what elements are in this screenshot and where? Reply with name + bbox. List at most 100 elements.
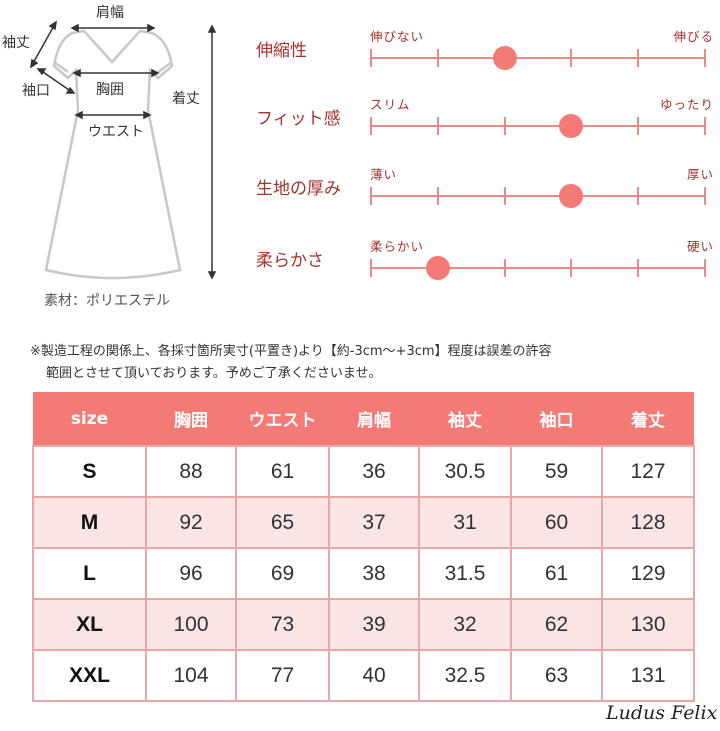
measurement-cell: 65 (235, 496, 330, 549)
measurement-cell: 77 (235, 649, 330, 702)
table-row: L 96 69 38 31.5 61 129 (32, 547, 695, 600)
scale-tick (704, 259, 706, 277)
table-row: XL 100 73 39 32 62 130 (32, 598, 695, 651)
scale-name: 柔らかさ (256, 251, 324, 271)
sleeve-length-label: 袖丈 (2, 35, 30, 51)
header-sleeve-length: 袖丈 (419, 392, 511, 446)
scale-right-label: 伸びる (673, 29, 714, 44)
measurement-cell: 31 (418, 496, 512, 549)
scale-name: 生地の厚み (256, 179, 341, 199)
scale-line (370, 46, 706, 70)
waist-label: ウエスト (88, 124, 144, 140)
measurement-cell: 104 (145, 649, 237, 702)
scale-tick (704, 187, 706, 205)
scale-tick (436, 187, 439, 205)
size-cell: L (32, 547, 147, 600)
size-cell: S (32, 445, 147, 498)
tolerance-note-line1: ※製造工程の関係上、各採寸箇所実寸(平置き)より【約-3cm～+3cm】程度は誤… (30, 344, 552, 359)
measurement-cell: 130 (601, 598, 695, 651)
measurement-cell: 73 (235, 598, 330, 651)
measurement-cell: 88 (145, 445, 237, 498)
measurement-cell: 40 (328, 649, 420, 702)
scale-tick (503, 187, 506, 205)
measurement-cell: 127 (601, 445, 695, 498)
scale-indicator-dot (425, 256, 450, 280)
measurement-cell: 61 (235, 445, 330, 498)
scale-tick (436, 49, 439, 67)
scale-name: 伸縮性 (256, 41, 307, 61)
measurement-cell: 63 (510, 649, 603, 702)
header-size: size (33, 392, 146, 446)
header-cuff: 袖口 (511, 392, 602, 446)
scale-name: フィット感 (256, 109, 341, 129)
measurement-cell: 30.5 (418, 445, 512, 498)
header-length: 着丈 (602, 392, 694, 446)
measurement-cell: 61 (510, 547, 603, 600)
dress-diagram (30, 20, 217, 280)
scale-right-label: 硬い (686, 239, 714, 254)
scale-tick (370, 117, 372, 135)
shoulder-label: 肩幅 (96, 5, 124, 21)
header-shoulder: 肩幅 (329, 392, 419, 446)
size-cell: M (32, 496, 147, 549)
measurement-cell: 129 (601, 547, 695, 600)
cuff-label: 袖口 (22, 83, 50, 99)
measurement-cell: 38 (328, 547, 420, 600)
scale-tick (704, 49, 706, 67)
scale-tick (570, 49, 573, 67)
scale-line (370, 256, 706, 280)
scale-tick (436, 117, 439, 135)
scale-left-label: 柔らかい (370, 239, 425, 254)
measurement-cell: 128 (601, 496, 695, 549)
scale-tick (637, 259, 640, 277)
brand-logo: Ludus Felix (606, 702, 718, 724)
scale-tick (637, 187, 640, 205)
header-chest: 胸囲 (146, 392, 236, 446)
measurement-cell: 39 (328, 598, 420, 651)
material-label: 素材：ポリエステル (44, 293, 170, 309)
table-header-row: size 胸囲 ウエスト 肩幅 袖丈 袖口 着丈 (33, 392, 694, 446)
scale-right-label: ゆったり (659, 97, 714, 112)
scale-tick (503, 117, 506, 135)
length-label: 着丈 (172, 91, 200, 107)
measurement-cell: 92 (145, 496, 237, 549)
measurement-cell: 36 (328, 445, 420, 498)
measurement-cell: 59 (510, 445, 603, 498)
scale-line (370, 114, 706, 138)
measurement-cell: 37 (328, 496, 420, 549)
scale-indicator-dot (559, 184, 584, 208)
measurement-cell: 69 (235, 547, 330, 600)
chest-label: 胸囲 (96, 82, 124, 98)
scale-tick (570, 259, 573, 277)
scale-tick (503, 259, 506, 277)
scale-left-label: 伸びない (370, 29, 425, 44)
scale-indicator-dot (492, 46, 517, 70)
table-row: XXL 104 77 40 32.5 63 131 (32, 649, 695, 702)
measurement-cell: 62 (510, 598, 603, 651)
scale-indicator-dot (559, 114, 584, 138)
table-row: M 92 65 37 31 60 128 (32, 496, 695, 549)
header-waist: ウエスト (236, 392, 329, 446)
size-cell: XXL (32, 649, 147, 702)
tolerance-note-line2: 範囲とさせて頂いております。予めご了承くださいませ。 (46, 366, 382, 381)
scale-tick (637, 49, 640, 67)
measurement-cell: 96 (145, 547, 237, 600)
scale-tick (704, 117, 706, 135)
measurement-cell: 60 (510, 496, 603, 549)
table-row: S 88 61 36 30.5 59 127 (32, 445, 695, 498)
measurement-cell: 32.5 (418, 649, 512, 702)
scale-tick (370, 187, 372, 205)
measurement-cell: 131 (601, 649, 695, 702)
size-table: size 胸囲 ウエスト 肩幅 袖丈 袖口 着丈 S 88 61 36 30.5 59 12… (32, 392, 695, 702)
scale-line (370, 184, 706, 208)
measurement-cell: 31.5 (418, 547, 512, 600)
scale-tick (370, 259, 372, 277)
scale-right-label: 厚い (686, 167, 714, 182)
measurement-cell: 100 (145, 598, 237, 651)
scale-tick (637, 117, 640, 135)
scale-left-label: スリム (370, 97, 411, 112)
measurement-cell: 32 (418, 598, 512, 651)
scale-left-label: 薄い (370, 167, 398, 182)
scale-tick (370, 49, 372, 67)
size-cell: XL (32, 598, 147, 651)
